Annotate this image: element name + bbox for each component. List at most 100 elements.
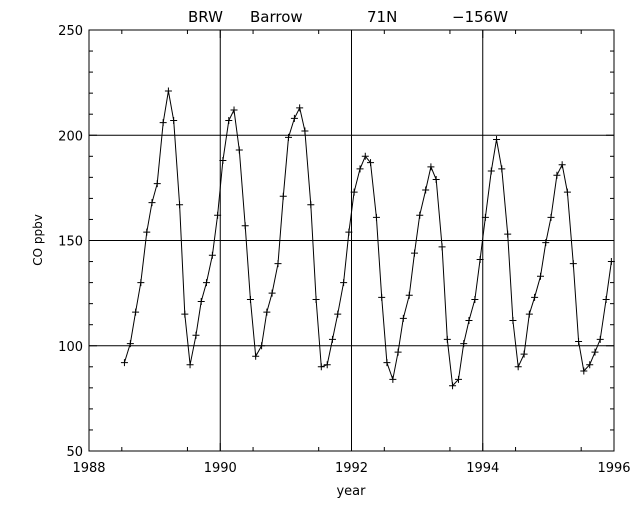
data-point <box>465 316 473 324</box>
title-longitude: −156W <box>452 8 508 26</box>
data-point <box>317 363 325 371</box>
data-point <box>219 157 227 165</box>
data-point <box>340 279 348 287</box>
data-point <box>460 340 468 348</box>
data-point <box>279 192 287 200</box>
data-point <box>607 258 615 266</box>
data-point <box>487 167 495 175</box>
data-point <box>225 117 233 125</box>
y-axis: 50 100 150 200 250 <box>58 24 614 460</box>
data-point <box>399 314 407 322</box>
data-point <box>159 119 167 127</box>
x-tick-label: 1990 <box>204 461 237 476</box>
data-point <box>422 186 430 194</box>
data-point <box>449 382 457 390</box>
data-point <box>493 135 501 143</box>
data-point <box>356 165 364 173</box>
data-point <box>230 106 238 114</box>
data-point <box>350 188 358 196</box>
y-axis-label: CO ppbv <box>31 214 45 266</box>
data-point <box>143 228 151 236</box>
x-tick-label: 1996 <box>597 461 630 476</box>
data-point <box>312 295 320 303</box>
data-point <box>547 213 555 221</box>
data-point <box>504 230 512 238</box>
y-tick-label: 50 <box>66 445 83 460</box>
data-point <box>258 342 266 350</box>
data-point <box>246 295 254 303</box>
x-axis: 1988 1990 1992 1994 1996 <box>72 30 631 476</box>
data-point <box>580 367 588 375</box>
data-point <box>525 310 533 318</box>
data-point <box>252 352 260 360</box>
data-point <box>170 117 178 125</box>
data-point <box>411 249 418 257</box>
data-point <box>427 163 435 171</box>
data-point <box>454 375 462 383</box>
x-axis-label: year <box>336 484 366 499</box>
title-station-code: BRW <box>188 8 223 26</box>
data-point <box>378 293 386 301</box>
y-tick-label: 150 <box>58 235 83 250</box>
data-point <box>137 279 145 287</box>
data-point <box>214 211 222 219</box>
y-tick-label: 250 <box>58 24 83 39</box>
data-point <box>443 335 451 343</box>
data-point <box>186 361 194 369</box>
data-point <box>498 165 506 173</box>
data-point <box>323 361 331 369</box>
data-point <box>290 114 298 122</box>
chart-title: BRW Barrow 71N −156W <box>188 8 508 26</box>
data-point <box>208 251 216 259</box>
data-point <box>383 359 391 367</box>
data-point <box>176 201 184 209</box>
title-station-name: Barrow <box>250 8 303 26</box>
data-point <box>563 188 571 196</box>
data-point <box>164 87 172 95</box>
data-point <box>235 146 243 154</box>
data-point <box>537 272 544 280</box>
data-point <box>285 133 292 141</box>
data-point <box>307 201 315 209</box>
data-point <box>394 348 402 356</box>
data-point <box>181 310 189 318</box>
data-point <box>263 308 271 316</box>
data-point <box>241 222 249 230</box>
data-series <box>120 87 615 390</box>
data-point <box>596 335 604 343</box>
data-point <box>328 335 336 343</box>
x-tick-label: 1994 <box>466 461 499 476</box>
data-point <box>432 175 440 183</box>
data-point <box>301 127 309 135</box>
data-point <box>553 171 561 179</box>
data-point <box>192 331 200 339</box>
data-point <box>274 260 282 268</box>
data-point <box>389 375 397 383</box>
y-tick-label: 200 <box>58 129 83 144</box>
data-point <box>575 338 583 346</box>
data-point <box>132 308 140 316</box>
data-point <box>197 298 205 306</box>
data-point <box>296 104 304 112</box>
data-point <box>438 243 446 251</box>
series-line <box>123 90 612 387</box>
data-point <box>345 228 353 236</box>
data-point <box>334 310 342 318</box>
data-point <box>586 361 594 369</box>
data-point <box>268 289 276 297</box>
data-point <box>476 255 484 263</box>
title-latitude: 71N <box>367 8 397 26</box>
x-tick-label: 1992 <box>335 461 368 476</box>
data-point <box>591 348 599 356</box>
data-point <box>416 211 424 219</box>
data-point <box>558 161 566 169</box>
data-point <box>602 295 610 303</box>
data-point <box>153 180 161 188</box>
data-point <box>520 350 528 358</box>
data-point <box>202 279 210 287</box>
data-point <box>126 340 134 348</box>
data-point <box>481 213 489 221</box>
data-point <box>148 199 156 207</box>
data-point <box>509 316 517 324</box>
